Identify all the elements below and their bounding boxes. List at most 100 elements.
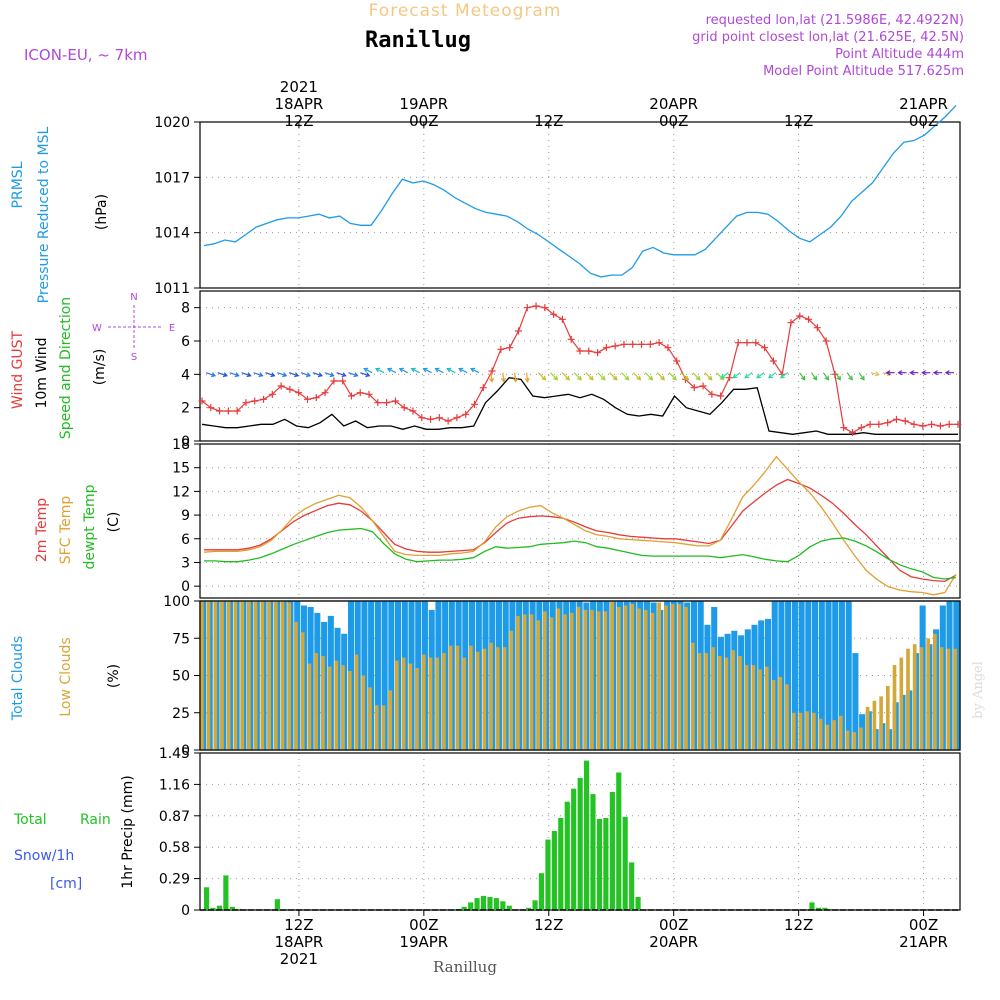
cloud-label-2: Low Clouds: [58, 637, 74, 716]
low-cloud-bar: [865, 706, 870, 750]
gust-marker: [383, 399, 391, 407]
gust-marker: [321, 389, 329, 397]
wind-dir-arrowhead: [779, 373, 785, 379]
low-cloud-bar: [825, 724, 830, 750]
wind-labels: Wind GUST 10m Wind Speed and Direction (…: [10, 292, 175, 439]
low-cloud-bar: [583, 609, 588, 750]
low-cloud-bar: [919, 647, 924, 750]
wind-dir-arrow: [597, 372, 606, 381]
wind-dir-arrowhead: [541, 375, 547, 381]
gust-marker: [936, 422, 944, 430]
gust-marker: [892, 415, 900, 423]
low-cloud-bar: [785, 684, 789, 750]
rain-bar: [584, 760, 590, 910]
low-cloud-bar: [637, 608, 641, 750]
wind-unit: (m/s): [92, 349, 108, 386]
bottom-hour-label: 00Z: [659, 916, 688, 934]
wind-dir-arrowhead: [565, 375, 571, 381]
wind-dir-arrowhead: [305, 372, 312, 378]
y-tick-label: 25: [172, 706, 190, 722]
low-cloud-bar: [684, 607, 688, 750]
low-cloud-bar: [724, 657, 729, 750]
wind-dir-arrowhead: [341, 372, 347, 378]
gust-marker: [901, 417, 909, 425]
total-cloud-bar: [374, 601, 381, 750]
wind-label-3: Speed and Direction: [58, 297, 74, 439]
gust-marker: [567, 335, 575, 343]
low-cloud-bar: [274, 601, 278, 750]
low-cloud-bar: [233, 601, 238, 750]
low-cloud-bar: [247, 601, 251, 750]
precip-labels: Total Rain Snow/1h [cm] 1hr Precip (mm): [13, 775, 136, 892]
wind-dir-arrow: [375, 368, 385, 374]
wind-dir-arrowhead: [732, 373, 738, 379]
low-cloud-bar: [314, 653, 318, 750]
gust-marker: [945, 420, 953, 428]
wind-dir-arrowhead: [874, 371, 881, 377]
low-cloud-bar: [374, 705, 379, 750]
wind-dir-arrow: [668, 372, 677, 381]
y-tick-label: 0.58: [159, 840, 190, 856]
low-cloud-bar: [368, 687, 372, 750]
low-cloud-bar: [448, 645, 453, 750]
rain-bar: [609, 792, 615, 910]
bottom-date-label: 20APR: [649, 933, 698, 951]
wind-dir-arrowhead: [885, 370, 891, 376]
gust-marker: [462, 410, 470, 418]
precip-label-rain: Rain: [80, 812, 111, 828]
gust-marker: [857, 424, 865, 432]
wind-dir-arrow: [336, 372, 346, 377]
gust-marker: [655, 339, 663, 347]
gust-marker: [400, 404, 408, 412]
total-cloud-bar: [838, 601, 845, 750]
gust-marker: [303, 395, 311, 403]
wind-dir-arrow: [870, 372, 880, 376]
gust-marker: [233, 407, 241, 415]
requested-coords: requested lon,lat (21.5986E, 42.4922N): [706, 13, 964, 28]
wind-dir-arrow: [621, 372, 630, 381]
low-cloud-bar: [569, 612, 574, 750]
y-tick-label: 4: [181, 367, 190, 383]
total-cloud-bar: [798, 601, 805, 750]
gust-marker: [594, 349, 602, 357]
gust-marker: [787, 319, 795, 327]
low-cloud-bar: [852, 732, 857, 750]
low-cloud-bar: [845, 730, 850, 750]
wind-dir-arrow: [205, 372, 216, 377]
wind-dir-arrow: [411, 368, 420, 374]
rain-bar: [487, 897, 493, 910]
total-cloud-bar: [825, 601, 832, 750]
low-cloud-bar: [563, 614, 567, 750]
wind-dir-arrow: [458, 368, 468, 374]
bottom-hour-label: 12Z: [284, 916, 313, 934]
top-hour-label: 12Z: [784, 112, 813, 130]
cloud-unit: (%): [106, 664, 122, 688]
rain-bar: [603, 818, 609, 910]
wind-dir-arrowhead: [648, 375, 654, 381]
gust-marker: [339, 377, 347, 385]
wind-dir-arrow: [265, 372, 275, 377]
compass-w: W: [92, 323, 102, 334]
rain-bar: [236, 908, 242, 910]
low-cloud-bar: [939, 647, 944, 750]
low-cloud-bar: [818, 718, 823, 750]
gust-marker: [919, 422, 927, 430]
wind-dir-arrowhead: [470, 367, 476, 373]
rain-bar: [274, 899, 280, 910]
grid-point-coords: grid point closest lon,lat (21.625E, 42.…: [692, 30, 964, 45]
wind-dir-arrowhead: [707, 375, 713, 381]
rain-bar: [809, 902, 815, 910]
rain-bar: [474, 898, 480, 910]
rain-bar: [210, 907, 216, 910]
total-cloud-bar: [812, 601, 819, 750]
total-cloud-bar: [785, 601, 792, 750]
top-hour-label: 12Z: [534, 112, 563, 130]
low-cloud-bar: [421, 654, 426, 750]
wind-dir-arrow: [447, 368, 456, 374]
rain-bar: [500, 901, 506, 910]
gust-marker: [611, 342, 619, 350]
precip-label-cm: [cm]: [50, 876, 82, 892]
gust-marker: [224, 407, 232, 415]
gust-marker: [471, 400, 479, 408]
wind-dir-arrow: [721, 372, 729, 379]
